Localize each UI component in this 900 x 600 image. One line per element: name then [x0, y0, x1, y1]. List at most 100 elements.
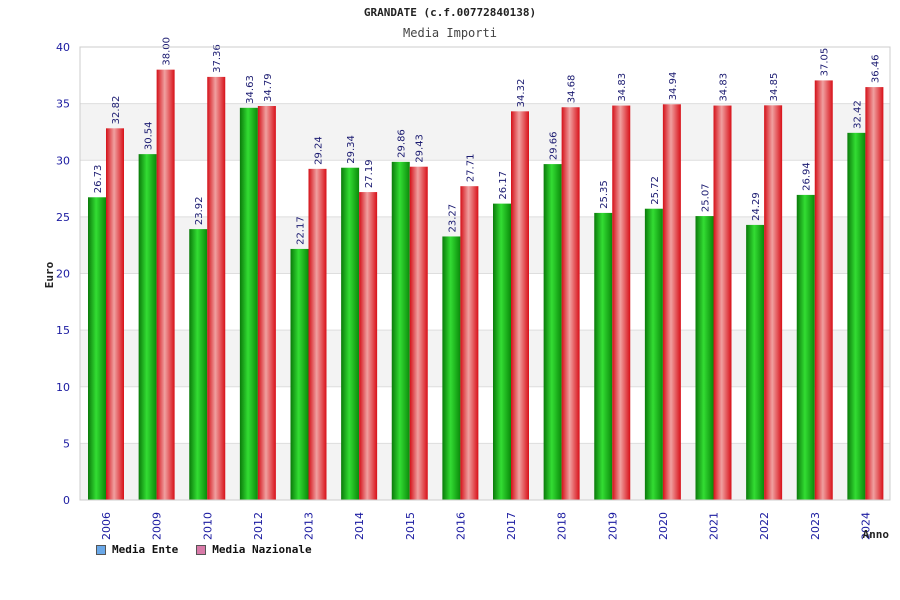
bar-media-nazionale-2020	[662, 104, 681, 500]
bar-media-ente-2010	[189, 229, 208, 500]
bar-media-nazionale-2024	[865, 87, 884, 500]
y-tick-label: 40	[56, 41, 70, 54]
x-tick-label: 2018	[556, 512, 569, 540]
x-tick-label: 2017	[505, 512, 518, 540]
legend-swatch-media-nazionale	[196, 544, 207, 555]
bar-media-ente-2016	[442, 236, 461, 500]
data-label: 34.83	[617, 73, 628, 102]
bar-media-ente-2021	[695, 216, 714, 500]
data-label: 34.83	[719, 73, 730, 102]
data-label: 23.92	[194, 196, 205, 225]
data-label: 34.85	[769, 73, 780, 102]
data-label: 27.71	[465, 154, 476, 183]
data-label: 36.46	[870, 54, 881, 83]
x-tick-label: 2019	[606, 512, 619, 540]
data-label: 29.34	[346, 135, 357, 164]
chart-subtitle: Media Importi	[403, 26, 497, 40]
y-tick-label: 5	[63, 437, 70, 450]
legend-item-media-nazionale: Media Nazionale	[196, 543, 312, 556]
legend-label-media-nazionale: Media Nazionale	[212, 543, 312, 556]
x-tick-label: 2020	[657, 512, 670, 540]
bar-media-nazionale-2010	[207, 76, 226, 500]
data-label: 26.94	[802, 162, 813, 191]
y-tick-label: 15	[56, 324, 70, 337]
data-label: 34.94	[668, 72, 679, 101]
bar-media-ente-2006	[88, 197, 106, 500]
x-tick-label: 2010	[201, 512, 214, 540]
plot-frame	[79, 46, 891, 501]
bar-media-nazionale-2018	[561, 107, 580, 501]
data-label: 29.24	[314, 136, 325, 165]
x-tick-label: 2023	[809, 512, 822, 540]
x-tick-label: 2006	[100, 512, 113, 540]
data-label: 37.05	[820, 48, 831, 77]
data-label: 29.66	[549, 131, 560, 160]
data-label: 23.27	[447, 204, 458, 233]
legend-item-media-ente: Media Ente	[96, 543, 178, 556]
x-tick-label: 2021	[708, 512, 721, 540]
x-tick-label: 2024	[859, 512, 872, 540]
y-tick-label: 0	[63, 494, 70, 507]
bar-media-ente-2019	[594, 212, 613, 500]
bar-media-nazionale-2013	[308, 168, 327, 500]
bar-media-nazionale-2009	[156, 69, 175, 501]
data-label: 34.79	[263, 73, 274, 102]
y-tick-label: 10	[56, 381, 70, 394]
data-label: 24.29	[751, 192, 762, 221]
bar-media-ente-2014	[341, 167, 360, 501]
x-tick-label: 2015	[404, 512, 417, 540]
legend-swatch-media-ente	[96, 544, 106, 555]
data-label: 38.00	[162, 37, 173, 66]
data-label: 25.35	[599, 180, 610, 209]
y-tick-label: 30	[56, 154, 70, 167]
data-label: 32.42	[852, 100, 863, 129]
bar-media-ente-2009	[138, 154, 157, 500]
bar-media-nazionale-2016	[460, 186, 479, 500]
data-label: 30.54	[144, 121, 155, 150]
bar-media-nazionale-2006	[106, 128, 124, 500]
data-label: 34.63	[245, 75, 256, 104]
x-tick-label: 2012	[252, 512, 265, 540]
bar-media-nazionale-2017	[511, 111, 529, 501]
bar-media-nazionale-2014	[359, 192, 378, 501]
data-label: 27.19	[364, 159, 375, 188]
bar-media-ente-2023	[796, 194, 815, 501]
bar-media-nazionale-2019	[612, 105, 631, 501]
bar-media-nazionale-2023	[814, 80, 833, 500]
x-tick-label: 2022	[758, 512, 771, 540]
x-tick-label: 2014	[353, 512, 366, 540]
bar-media-ente-2015	[391, 161, 410, 500]
bar-media-nazionale-2021	[713, 105, 732, 501]
y-axis-title: Euro	[43, 261, 56, 288]
chart-legend: Media Ente Media Nazionale	[96, 543, 312, 556]
bar-media-ente-2020	[644, 208, 663, 500]
bar-media-ente-2022	[746, 224, 765, 500]
bar-media-ente-2017	[493, 203, 511, 500]
bar-media-ente-2013	[290, 248, 309, 500]
bar-media-nazionale-2012	[257, 106, 276, 501]
y-tick-label: 20	[56, 268, 70, 281]
data-label: 26.17	[498, 171, 509, 200]
data-label: 34.32	[516, 79, 527, 108]
bar-media-ente-2018	[543, 164, 562, 500]
data-label: 25.72	[650, 176, 661, 205]
data-label: 32.82	[111, 96, 122, 125]
bar-media-ente-2012	[239, 107, 258, 500]
data-label: 26.73	[93, 165, 104, 194]
y-tick-label: 25	[56, 211, 70, 224]
x-tick-label: 2013	[303, 512, 316, 540]
data-label: 22.17	[296, 216, 307, 245]
bar-media-nazionale-2015	[409, 166, 428, 500]
y-tick-label: 35	[56, 98, 70, 111]
x-tick-label: 2016	[454, 512, 467, 540]
chart-title: GRANDATE (c.f.00772840138)	[363, 6, 537, 19]
data-label: 25.07	[701, 183, 712, 212]
legend-label-media-ente: Media Ente	[112, 543, 179, 556]
x-tick-label: 2009	[151, 512, 164, 540]
bar-media-ente-2024	[847, 132, 866, 500]
data-label: 34.68	[567, 75, 578, 104]
x-axis-title: Anno	[863, 528, 890, 541]
data-label: 37.36	[212, 44, 223, 73]
data-label: 29.43	[415, 134, 426, 163]
